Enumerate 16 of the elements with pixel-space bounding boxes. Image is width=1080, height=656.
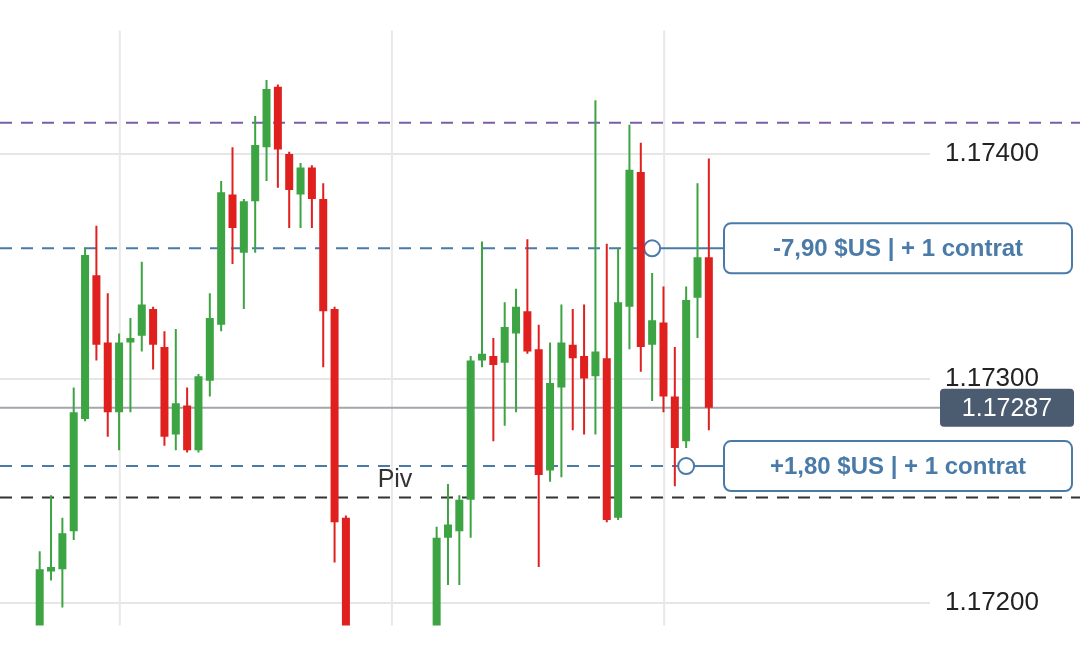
ref-line-label: Piv: [377, 463, 413, 492]
ref-line-label: 1.17287: [961, 392, 1053, 421]
y-tick-label: 1.17300: [945, 361, 1039, 392]
candlestick: [489, 338, 498, 442]
y-tick-label: 1.17400: [945, 137, 1039, 168]
candlestick: [568, 308, 577, 431]
candlestick: [648, 273, 657, 401]
candlestick: [126, 317, 135, 413]
candlestick: [591, 100, 600, 435]
candlestick: [47, 495, 56, 581]
ref-line-label: -7,90 $US | + 1 contrat: [772, 233, 1024, 261]
candlestick: [478, 241, 487, 368]
y-tick-label: 1.17200: [945, 586, 1039, 617]
candlestick: [443, 484, 452, 585]
candlestick: [580, 304, 589, 435]
ref-line-label: +1,80 $US | + 1 contrat: [769, 451, 1027, 479]
